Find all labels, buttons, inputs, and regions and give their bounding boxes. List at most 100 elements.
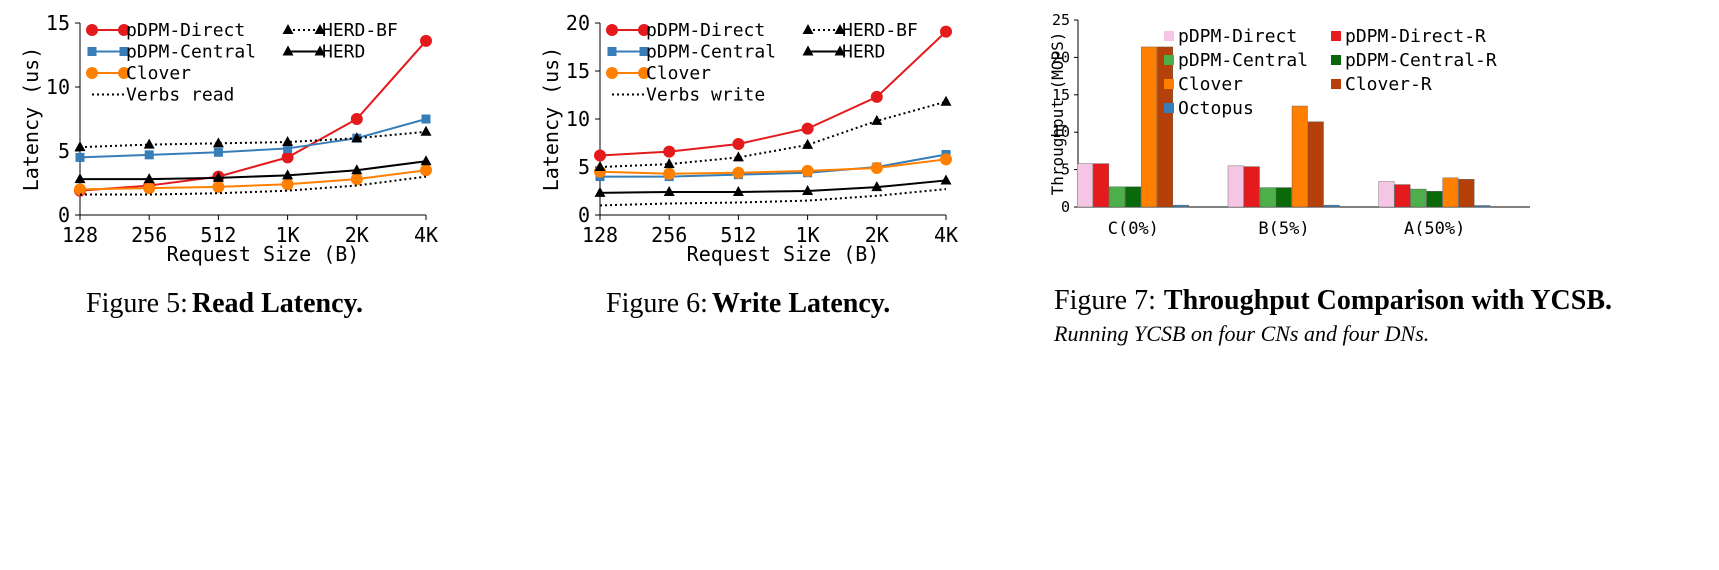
legend-marker xyxy=(87,47,97,56)
data-point xyxy=(732,151,744,162)
legend-marker xyxy=(834,24,846,34)
bar-pdpm-central-r xyxy=(1275,187,1292,208)
series-pdpm-direct xyxy=(594,25,952,162)
data-point xyxy=(940,174,952,185)
series-clover xyxy=(594,153,952,180)
bar-clover xyxy=(1291,105,1308,208)
y-tick-label: 10 xyxy=(46,75,70,99)
legend: pDPM-Direct pDPM-Direct-R pDPM-Central pDPM… xyxy=(1164,26,1497,119)
x-tick-label: A(50%) xyxy=(1404,219,1465,239)
bar-octopus xyxy=(1173,204,1190,208)
legend-marker xyxy=(86,67,98,79)
series-line xyxy=(599,30,947,157)
legend-swatch xyxy=(1164,55,1174,65)
bar-pdpm-direct-r xyxy=(1093,163,1110,208)
y-tick-label: 0 xyxy=(1061,198,1070,216)
legend-label: Clover xyxy=(646,63,711,84)
legend-marker xyxy=(119,47,129,56)
x-tick-label: 4K xyxy=(414,223,438,247)
bar-pdpm-direct xyxy=(1227,165,1244,208)
data-point xyxy=(663,145,676,158)
legend-label: pDPM-Direct-R xyxy=(1345,26,1486,47)
legend-item-pdpm-direct: pDPM-Direct xyxy=(606,20,765,41)
figure-6-number: Figure 6: xyxy=(606,288,708,319)
write-latency-chart: 0 5 10 15 20 128 256 512 1K 2K 4K Request Size (B) L… xyxy=(539,11,958,266)
y-axis-label: Throughput (MOPS) xyxy=(1048,32,1067,196)
legend-swatch xyxy=(1164,31,1174,41)
bar-group-a-50 xyxy=(1378,177,1491,208)
data-point xyxy=(663,167,676,180)
y-tick-label: 20 xyxy=(1052,48,1070,66)
legend-label: Verbs write xyxy=(646,85,765,106)
data-point xyxy=(421,114,431,124)
legend-swatch xyxy=(1164,103,1174,113)
bar-group-b-5 xyxy=(1227,105,1340,208)
data-point xyxy=(801,122,814,135)
legend-item-verbs-write: Verbs write xyxy=(612,85,765,106)
bar-pdpm-direct xyxy=(1077,163,1094,208)
data-point xyxy=(74,173,86,184)
y-tick-label: 5 xyxy=(58,139,70,163)
y-tick-label: 15 xyxy=(46,11,70,35)
data-point xyxy=(940,95,952,106)
legend-item-pdpm-direct-r: pDPM-Direct-R xyxy=(1331,26,1486,47)
legend-item-herd: HERD xyxy=(282,42,365,63)
bar-pdpm-central xyxy=(1109,186,1126,208)
data-point xyxy=(283,143,293,153)
legend-swatch xyxy=(1331,31,1341,41)
x-tick-label: 256 xyxy=(131,223,167,247)
figure-5-number: Figure 5: xyxy=(86,288,188,319)
figure-7-title: Throughput Comparison with YCSB. xyxy=(1163,285,1613,316)
bar-pdpm-central-r xyxy=(1426,191,1443,208)
series-herd xyxy=(594,174,952,197)
figure-7-subtitle: Running YCSB on four CNs and four DNs. xyxy=(1054,321,1430,346)
series-line xyxy=(600,153,947,178)
y-tick-label: 10 xyxy=(1052,123,1070,141)
series-line xyxy=(599,179,947,194)
y-tick-label: 5 xyxy=(578,155,590,179)
legend-marker xyxy=(607,47,617,56)
y-tick-label: 20 xyxy=(566,11,590,35)
data-point xyxy=(281,178,294,191)
data-point xyxy=(75,152,85,162)
legend-marker xyxy=(639,47,649,56)
legend-marker xyxy=(314,45,326,56)
data-point xyxy=(350,173,363,186)
data-point xyxy=(351,164,363,175)
data-point xyxy=(663,158,675,169)
legend-item-pdpm-central: pDPM-Central xyxy=(87,42,256,63)
data-point xyxy=(213,147,223,157)
bar-clover-r xyxy=(1458,179,1475,208)
data-point xyxy=(870,90,883,103)
bar-pdpm-direct-r xyxy=(1394,184,1411,208)
legend-label: pDPM-Direct xyxy=(646,20,765,41)
y-axis-label: Latency (us) xyxy=(19,47,43,192)
legend-label: pDPM-Central xyxy=(646,42,776,63)
data-point xyxy=(351,132,363,143)
legend-label: pDPM-Central xyxy=(126,42,256,63)
bar-clover xyxy=(1141,46,1158,208)
legend-marker xyxy=(606,67,618,79)
series-line xyxy=(599,100,947,168)
data-point xyxy=(143,182,156,195)
data-point xyxy=(732,185,744,196)
x-tick-label: 1K xyxy=(276,223,300,247)
legend-label: pDPM-Central-R xyxy=(1345,50,1497,71)
data-point xyxy=(870,161,883,174)
series-clover xyxy=(74,164,432,196)
data-point xyxy=(212,171,224,182)
legend-label: Clover-R xyxy=(1345,74,1432,95)
legend-item-herd-bf: HERD-BF xyxy=(282,20,398,41)
legend-label: HERD-BF xyxy=(842,20,918,41)
legend-label: pDPM-Direct xyxy=(1178,26,1297,47)
bar-pdpm-central-r xyxy=(1125,186,1142,208)
data-point xyxy=(420,155,432,166)
data-point xyxy=(594,186,606,197)
legend-item-verbs-read: Verbs read xyxy=(92,85,234,106)
figure-6-caption: Figure 6: Write Latency. xyxy=(606,288,890,320)
data-point xyxy=(802,185,814,195)
ycsb-throughput-chart: 0 5 10 15 20 25 Throughput (MOPS) C(0%) B(5%) A(5… xyxy=(1048,11,1530,239)
legend-label: Clover xyxy=(126,63,191,84)
